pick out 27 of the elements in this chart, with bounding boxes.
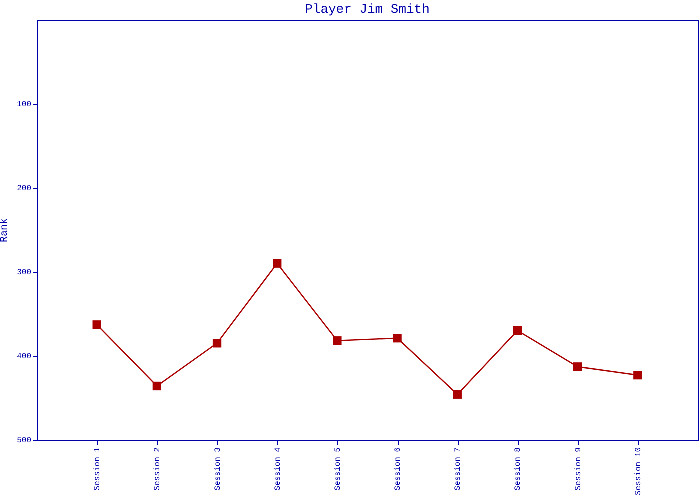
y-tick-label: 100 <box>17 100 32 110</box>
point <box>333 336 342 346</box>
y-axis-title: Rank <box>0 218 12 243</box>
point <box>152 382 162 391</box>
x-tick-label: Session 4 <box>274 447 283 491</box>
y-tick-label: 500 <box>17 436 32 446</box>
x-tick-label: Session 8 <box>514 447 524 491</box>
point <box>212 339 222 348</box>
y-tick-label: 300 <box>17 268 32 278</box>
x-tick-label: Session 1 <box>94 447 103 491</box>
x-tick-label: Session 10 <box>634 447 644 496</box>
point <box>273 259 282 268</box>
x-tick-label: Session 6 <box>394 447 404 491</box>
y-tick-label: 200 <box>17 184 32 194</box>
y-tick-label: 400 <box>17 352 32 362</box>
x-tick-label: Session 2 <box>154 447 163 491</box>
point <box>634 370 642 380</box>
point <box>393 334 402 343</box>
point <box>513 326 522 336</box>
x-tick-label: Session 5 <box>334 447 343 491</box>
point <box>573 362 582 372</box>
x-tick-label: Session 7 <box>454 447 464 491</box>
point <box>453 390 462 399</box>
chart-title: Player Jim Smith <box>305 2 430 17</box>
x-tick-label: Session 3 <box>214 447 223 491</box>
point <box>92 320 102 330</box>
x-tick-label: Session 9 <box>574 447 584 491</box>
